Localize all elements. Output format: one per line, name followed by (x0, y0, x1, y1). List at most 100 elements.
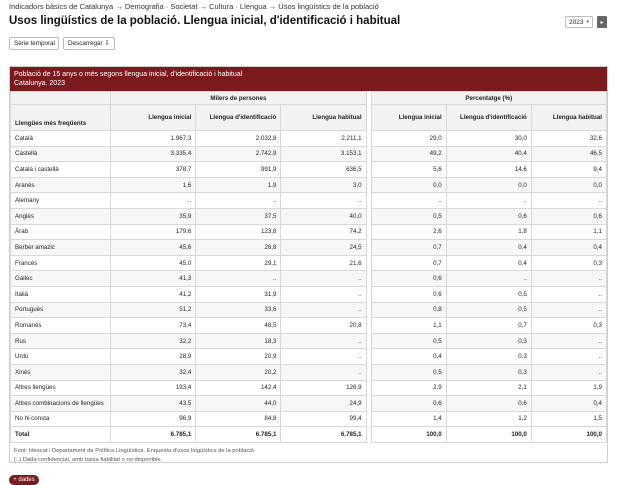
table-cell: 6.785,1 (110, 426, 197, 443)
row-label: Castellà (9, 145, 112, 163)
data-table: Milers de persones Percentatge (%) Lleng… (9, 91, 608, 443)
table-cell: 0,7 (370, 239, 447, 256)
table-cell: 0,0 (370, 176, 447, 194)
serie-temporal-button[interactable]: Sèrie temporal (9, 37, 59, 50)
descarregar-button[interactable]: Descarregar ⇩ (63, 37, 115, 50)
table-cell: 2.032,8 (195, 130, 282, 147)
table-cell: 1,1 (530, 223, 608, 241)
table-cell: 0,4 (370, 348, 447, 365)
table-row: Urdú 28,9 20,9.. 0,4 0,3.. (9, 348, 608, 365)
table-cell: 0,5 (445, 285, 532, 303)
table-row: No hi consta 96,9 84,8 99,4 1,4 1,2 1,5 (9, 410, 608, 428)
row-label: Aranès (9, 176, 112, 194)
table-cell: 0,5 (370, 207, 447, 225)
more-data-button[interactable]: + dades (9, 475, 39, 485)
table-cell: 100,0 (530, 426, 608, 443)
table-cell: 3.153,1 (280, 145, 367, 163)
col-header-inicial-pct: Llengua inicial (370, 104, 447, 131)
table-cell: .. (280, 301, 367, 319)
year-go-button[interactable]: ▸ (597, 16, 607, 28)
table-cell: 28,9 (110, 348, 197, 365)
table-cell: .. (195, 192, 282, 209)
table-cell: 41,2 (110, 285, 197, 303)
table-cell: 0,3 (445, 348, 532, 365)
table-cell: 9,4 (530, 161, 608, 178)
table-row: Anglès 35,9 37,5 40,0 0,5 0,6 0,6 (9, 207, 608, 225)
row-label: Anglès (9, 207, 112, 225)
table-cell: .. (530, 348, 608, 365)
table-row: Castellà 3.335,4 2.742,9 3.153,1 49,2 40,4 46,… (9, 145, 608, 163)
table-cell: .. (280, 332, 367, 350)
table-row-total: Total 6.785,1 6.785,1 6.785,1 100,0 100,0 100,… (9, 426, 608, 443)
table-cell: 41,3 (110, 270, 197, 287)
table-cell: .. (530, 332, 608, 350)
table-cell: .. (280, 363, 367, 381)
table-cell: 126,9 (280, 379, 367, 397)
table-cell: .. (280, 270, 367, 287)
row-label: Portuguès (9, 301, 112, 319)
footnote-source: Font: Idescat i Departament de Política … (14, 447, 256, 454)
table-cell: 0,4 (445, 239, 532, 256)
table-cell: 46,5 (530, 145, 608, 163)
table-cell: 1,9 (530, 379, 608, 397)
table-cell: 0,4 (445, 254, 532, 272)
row-label: Altres llengües (9, 379, 112, 397)
table-cell: 1,5 (530, 410, 608, 428)
year-select-value: 2023 (569, 18, 584, 26)
table-cell: 0,4 (530, 395, 608, 412)
table-cell: 1,2 (445, 410, 532, 428)
table-row: Català 1.967,3 2.032,8 2.211,1 29,0 30,0 32,6 (9, 130, 608, 147)
row-label: Altres combinacions de llengües (9, 395, 112, 412)
table-cell: 0,6 (370, 285, 447, 303)
table-cell: 100,0 (370, 426, 447, 443)
table-cell: 99,4 (280, 410, 367, 428)
table-cell: 0,6 (530, 207, 608, 225)
row-label: Berber amazic (9, 239, 112, 256)
table-cell: 636,5 (280, 161, 367, 178)
table-cell: 0,6 (445, 395, 532, 412)
table-cell: 20,2 (195, 363, 282, 381)
table-cell: 0,8 (370, 301, 447, 319)
table-cell: 3,0 (280, 176, 367, 194)
table-cell: 1,9 (195, 176, 282, 194)
table-cell: 0,5 (445, 301, 532, 319)
table-cell: 6.785,1 (195, 426, 282, 443)
year-select[interactable]: 2023 ▾ (565, 16, 593, 28)
table-row: Altres combinacions de llengües 43,5 44,0 2… (9, 395, 608, 412)
table-cell: 0,0 (445, 176, 532, 194)
table-caption: Població de 15 anys o més segons llengua… (10, 67, 607, 91)
table-cell: 0,5 (370, 332, 447, 350)
table-cell: 32,2 (110, 332, 197, 350)
footnote-legend: (..) Dada confidencial, amb baixa fiabil… (14, 456, 163, 463)
row-label: Alemany (9, 192, 112, 209)
breadcrumb[interactable]: Indicadors bàsics de Catalunya → Demogra… (9, 2, 379, 11)
row-label: Rus (9, 332, 112, 350)
table-cell: 30,0 (445, 130, 532, 147)
caption-line-2: Catalunya. 2023 (14, 80, 65, 87)
table-cell: .. (445, 270, 532, 287)
table-cell: 1.967,3 (110, 130, 197, 147)
table-cell: .. (195, 270, 282, 287)
row-label: No hi consta (9, 410, 112, 428)
table-cell: 29,0 (370, 130, 447, 147)
table-cell: .. (530, 363, 608, 381)
table-cell: 29,1 (195, 254, 282, 272)
table-cell: 0,7 (370, 254, 447, 272)
table-cell: .. (280, 285, 367, 303)
row-label: Romanès (9, 317, 112, 334)
row-label: Gallec (9, 270, 112, 287)
table-cell: 32,6 (530, 130, 608, 147)
table-cell: 0,5 (370, 363, 447, 381)
table-cell: 2.742,9 (195, 145, 282, 163)
table-cell: 24,5 (280, 239, 367, 256)
row-header: Llengües més freqüents (9, 104, 112, 131)
table-cell: 6.785,1 (280, 426, 367, 443)
table-cell: .. (445, 192, 532, 209)
table-cell: 0,4 (530, 239, 608, 256)
table-row: Xinès 32,4 20,2.. 0,5 0,3.. (9, 363, 608, 381)
row-label: Urdú (9, 348, 112, 365)
table-cell: 37,5 (195, 207, 282, 225)
table-row: Català i castellà 378,7 991,9 636,5 5,6 14,6 9… (9, 161, 608, 178)
table-cell: 1,6 (110, 176, 197, 194)
table-cell: 45,0 (110, 254, 197, 272)
